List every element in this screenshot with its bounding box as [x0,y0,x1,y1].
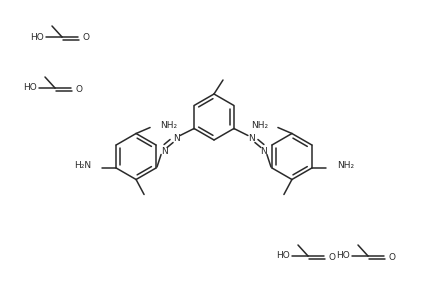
Text: NH₂: NH₂ [337,162,354,171]
Text: HO: HO [276,252,290,261]
Text: HO: HO [23,83,37,92]
Text: N: N [248,134,255,143]
Text: HO: HO [336,252,350,261]
Text: O: O [82,34,90,43]
Text: NH₂: NH₂ [160,121,177,130]
Text: O: O [76,85,82,94]
Text: O: O [389,252,396,262]
Text: NH₂: NH₂ [251,121,268,130]
Text: N: N [161,147,167,156]
Text: H₂N: H₂N [74,162,91,171]
Text: HO: HO [30,33,44,41]
Text: O: O [329,252,335,262]
Text: N: N [260,147,267,156]
Text: N: N [173,134,179,143]
